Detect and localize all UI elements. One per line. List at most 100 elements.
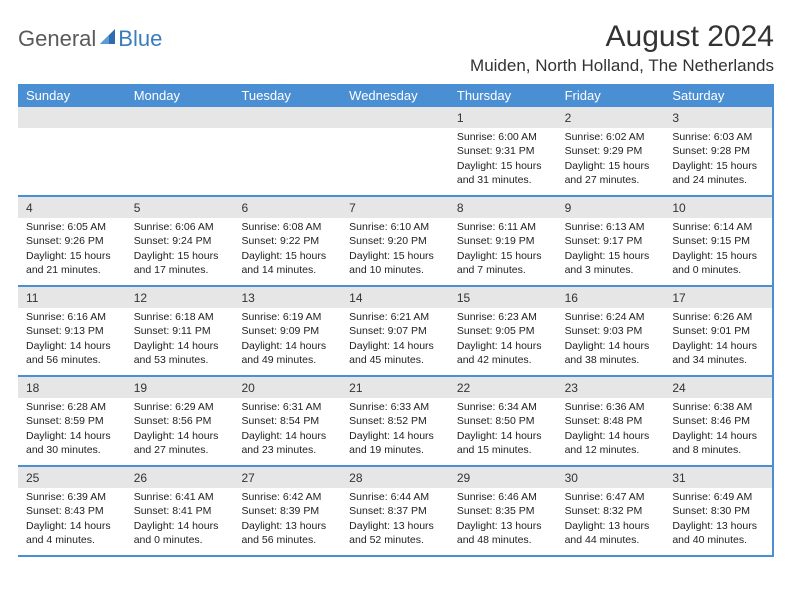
sunset-line: Sunset: 9:19 PM [457,234,549,248]
logo-text-blue: Blue [118,26,162,52]
day-content: Sunrise: 6:46 AMSunset: 8:35 PMDaylight:… [449,488,557,551]
day-content: Sunrise: 6:31 AMSunset: 8:54 PMDaylight:… [233,398,341,461]
day-cell [18,107,126,195]
day-content: Sunrise: 6:24 AMSunset: 9:03 PMDaylight:… [557,308,665,371]
day-number: 7 [341,197,449,218]
sunset-line: Sunset: 9:03 PM [565,324,657,338]
sunrise-line: Sunrise: 6:44 AM [349,490,441,504]
sunrise-line: Sunrise: 6:10 AM [349,220,441,234]
daylight-line: Daylight: 14 hours and 30 minutes. [26,429,118,457]
day-number: 5 [126,197,234,218]
day-content: Sunrise: 6:28 AMSunset: 8:59 PMDaylight:… [18,398,126,461]
day-cell: 21Sunrise: 6:33 AMSunset: 8:52 PMDayligh… [341,377,449,465]
day-content: Sunrise: 6:14 AMSunset: 9:15 PMDaylight:… [664,218,772,281]
day-number: 30 [557,467,665,488]
day-number: 4 [18,197,126,218]
day-content: Sunrise: 6:02 AMSunset: 9:29 PMDaylight:… [557,128,665,191]
daylight-line: Daylight: 15 hours and 3 minutes. [565,249,657,277]
day-content: Sunrise: 6:36 AMSunset: 8:48 PMDaylight:… [557,398,665,461]
sunrise-line: Sunrise: 6:36 AM [565,400,657,414]
day-content: Sunrise: 6:23 AMSunset: 9:05 PMDaylight:… [449,308,557,371]
day-header-cell: Tuesday [233,84,341,107]
day-number: 2 [557,107,665,128]
day-number-empty [18,107,126,128]
sunset-line: Sunset: 8:50 PM [457,414,549,428]
day-cell: 22Sunrise: 6:34 AMSunset: 8:50 PMDayligh… [449,377,557,465]
day-number-empty [341,107,449,128]
day-cell: 6Sunrise: 6:08 AMSunset: 9:22 PMDaylight… [233,197,341,285]
sunrise-line: Sunrise: 6:18 AM [134,310,226,324]
sunrise-line: Sunrise: 6:33 AM [349,400,441,414]
day-content: Sunrise: 6:18 AMSunset: 9:11 PMDaylight:… [126,308,234,371]
day-cell: 3Sunrise: 6:03 AMSunset: 9:28 PMDaylight… [664,107,772,195]
day-number: 29 [449,467,557,488]
day-number: 18 [18,377,126,398]
sunset-line: Sunset: 8:48 PM [565,414,657,428]
sunset-line: Sunset: 8:56 PM [134,414,226,428]
day-content: Sunrise: 6:44 AMSunset: 8:37 PMDaylight:… [341,488,449,551]
sunset-line: Sunset: 9:17 PM [565,234,657,248]
logo-text-general: General [18,26,96,52]
daylight-line: Daylight: 14 hours and 34 minutes. [672,339,764,367]
sunset-line: Sunset: 8:54 PM [241,414,333,428]
day-cell: 12Sunrise: 6:18 AMSunset: 9:11 PMDayligh… [126,287,234,375]
sunset-line: Sunset: 9:28 PM [672,144,764,158]
day-content: Sunrise: 6:13 AMSunset: 9:17 PMDaylight:… [557,218,665,281]
sunrise-line: Sunrise: 6:21 AM [349,310,441,324]
week-row: 25Sunrise: 6:39 AMSunset: 8:43 PMDayligh… [18,467,772,557]
day-content: Sunrise: 6:29 AMSunset: 8:56 PMDaylight:… [126,398,234,461]
day-number: 22 [449,377,557,398]
day-number: 6 [233,197,341,218]
day-number: 19 [126,377,234,398]
day-header-cell: Thursday [449,84,557,107]
sunset-line: Sunset: 9:20 PM [349,234,441,248]
week-row: 4Sunrise: 6:05 AMSunset: 9:26 PMDaylight… [18,197,772,287]
sunrise-line: Sunrise: 6:42 AM [241,490,333,504]
sunset-line: Sunset: 8:39 PM [241,504,333,518]
day-cell: 20Sunrise: 6:31 AMSunset: 8:54 PMDayligh… [233,377,341,465]
sunset-line: Sunset: 8:59 PM [26,414,118,428]
daylight-line: Daylight: 13 hours and 52 minutes. [349,519,441,547]
day-cell: 15Sunrise: 6:23 AMSunset: 9:05 PMDayligh… [449,287,557,375]
day-number: 31 [664,467,772,488]
day-cell [126,107,234,195]
day-header-cell: Saturday [664,84,772,107]
week-row: 11Sunrise: 6:16 AMSunset: 9:13 PMDayligh… [18,287,772,377]
sunrise-line: Sunrise: 6:03 AM [672,130,764,144]
week-row: 1Sunrise: 6:00 AMSunset: 9:31 PMDaylight… [18,107,772,197]
sunrise-line: Sunrise: 6:00 AM [457,130,549,144]
daylight-line: Daylight: 15 hours and 21 minutes. [26,249,118,277]
day-header-cell: Friday [557,84,665,107]
sunrise-line: Sunrise: 6:13 AM [565,220,657,234]
day-header-cell: Monday [126,84,234,107]
header: General Blue August 2024 Muiden, North H… [18,20,774,76]
day-number: 26 [126,467,234,488]
calendar: SundayMondayTuesdayWednesdayThursdayFrid… [18,84,774,557]
day-cell: 5Sunrise: 6:06 AMSunset: 9:24 PMDaylight… [126,197,234,285]
day-number: 21 [341,377,449,398]
sunrise-line: Sunrise: 6:11 AM [457,220,549,234]
sunset-line: Sunset: 8:37 PM [349,504,441,518]
day-content: Sunrise: 6:03 AMSunset: 9:28 PMDaylight:… [664,128,772,191]
sunset-line: Sunset: 9:29 PM [565,144,657,158]
day-cell: 29Sunrise: 6:46 AMSunset: 8:35 PMDayligh… [449,467,557,555]
day-content: Sunrise: 6:42 AMSunset: 8:39 PMDaylight:… [233,488,341,551]
day-number: 3 [664,107,772,128]
day-cell: 14Sunrise: 6:21 AMSunset: 9:07 PMDayligh… [341,287,449,375]
daylight-line: Daylight: 13 hours and 56 minutes. [241,519,333,547]
day-header-cell: Sunday [18,84,126,107]
day-number: 25 [18,467,126,488]
month-title: August 2024 [470,20,774,54]
day-number: 14 [341,287,449,308]
sunset-line: Sunset: 9:13 PM [26,324,118,338]
sunset-line: Sunset: 8:52 PM [349,414,441,428]
day-cell: 13Sunrise: 6:19 AMSunset: 9:09 PMDayligh… [233,287,341,375]
day-cell: 9Sunrise: 6:13 AMSunset: 9:17 PMDaylight… [557,197,665,285]
sunset-line: Sunset: 8:41 PM [134,504,226,518]
day-content: Sunrise: 6:41 AMSunset: 8:41 PMDaylight:… [126,488,234,551]
daylight-line: Daylight: 14 hours and 23 minutes. [241,429,333,457]
day-cell: 7Sunrise: 6:10 AMSunset: 9:20 PMDaylight… [341,197,449,285]
day-content: Sunrise: 6:26 AMSunset: 9:01 PMDaylight:… [664,308,772,371]
day-content: Sunrise: 6:05 AMSunset: 9:26 PMDaylight:… [18,218,126,281]
day-cell: 30Sunrise: 6:47 AMSunset: 8:32 PMDayligh… [557,467,665,555]
